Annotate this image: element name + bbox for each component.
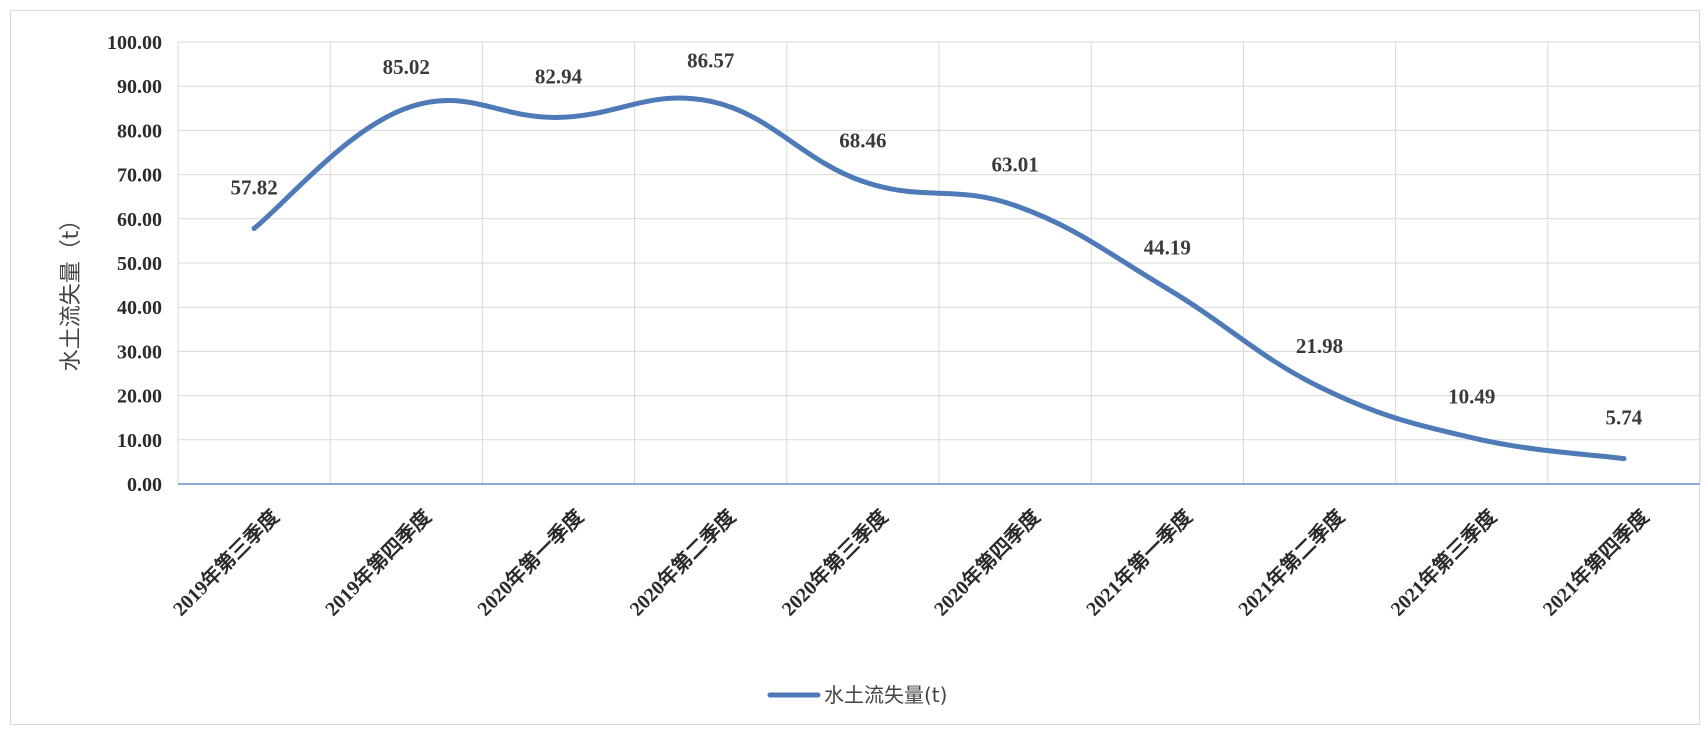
data-label: 82.94 [535,64,583,88]
y-tick-label: 20.00 [117,386,162,408]
y-tick-label: 40.00 [117,297,162,319]
series [251,95,1627,462]
y-tick-label: 60.00 [117,209,162,231]
data-point [1621,456,1627,462]
y-tick-label: 30.00 [117,341,162,363]
x-tick-label: 2021年第一季度 [1081,504,1198,621]
y-tick-label: 90.00 [117,76,162,98]
data-label: 5.74 [1606,406,1643,430]
data-point [708,98,714,104]
chart-frame [10,10,1700,725]
data-label: 21.98 [1296,334,1343,358]
x-tick-label: 2020年第二季度 [624,504,741,621]
data-point [1317,384,1322,390]
x-tick-label: 2021年第四季度 [1537,504,1654,621]
x-tick-label: 2019年第四季度 [320,504,437,621]
data-point [1469,435,1475,441]
y-tick-label: 10.00 [117,430,162,452]
x-tick-label: 2019年第三季度 [168,504,285,621]
x-tick-label: 2021年第二季度 [1233,504,1350,621]
y-tick-label: 80.00 [117,120,162,142]
data-point [1012,202,1018,208]
legend-label-series: 水土流失量(t) [824,683,947,707]
y-axis-label: 水土流失量（t） [59,209,84,372]
y-tick-label: 70.00 [117,165,162,187]
data-label: 63.01 [991,152,1038,176]
data-label: 86.57 [687,48,734,72]
x-tick-label: 2020年第三季度 [776,504,893,621]
grid [177,41,1701,484]
data-labels: 57.82 85.02 82.94 86.57 68.46 63.01 44.19 21.98… [230,48,1642,429]
data-label: 57.82 [230,175,277,199]
data-label: 44.19 [1144,236,1191,260]
x-tick-label: 2020年第四季度 [929,504,1046,621]
data-label: 68.46 [839,128,886,152]
data-point [1164,286,1170,292]
data-point [556,114,561,120]
legend: 水土流失量(t) [767,683,947,707]
x-tick-label: 2020年第一季度 [472,504,589,621]
data-point [860,178,866,184]
y-tick-label: 100.00 [107,32,162,54]
data-point [403,105,409,111]
y-tick-label: 0.00 [127,474,162,496]
data-label: 85.02 [383,55,430,79]
axes: 0.00 10.00 20.00 30.00 40.00 50.00 60.00 70.00 8… [107,32,1700,621]
x-tick-label: 2021年第三季度 [1385,504,1502,621]
y-tick-label: 50.00 [117,253,162,275]
data-point [251,225,257,231]
data-label: 10.49 [1448,385,1495,409]
series-line [251,95,1627,462]
